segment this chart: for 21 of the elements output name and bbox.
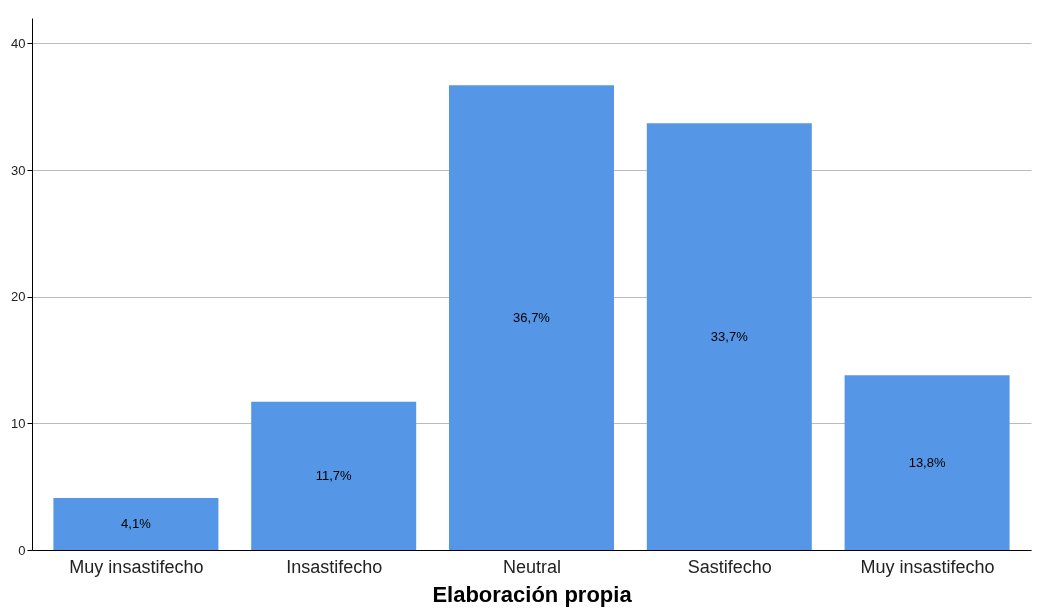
- x-tick-label: Sastifecho: [687, 556, 772, 577]
- y-tick-label: 40: [11, 35, 26, 51]
- x-tick-label: Muy insastifecho: [69, 556, 204, 577]
- x-axis-title: Elaboración propia: [432, 581, 633, 607]
- bar: [53, 498, 219, 550]
- data-label: 13,8%: [908, 454, 946, 470]
- y-tick-label: 20: [11, 289, 26, 305]
- y-tick-label: 0: [18, 542, 26, 558]
- data-label: 11,7%: [315, 467, 353, 483]
- bar: [449, 85, 614, 550]
- data-label: 33,7%: [710, 328, 749, 344]
- y-tick-label: 10: [11, 415, 26, 431]
- bar: [844, 375, 1010, 550]
- bar: [251, 401, 417, 550]
- data-label: 4,1%: [121, 516, 152, 532]
- x-tick-label: Insastifecho: [286, 556, 383, 577]
- data-label: 36,7%: [513, 309, 551, 325]
- bar: [646, 123, 812, 550]
- x-tick-label: Muy insastifecho: [860, 556, 995, 577]
- y-tick-label: 30: [11, 162, 26, 178]
- x-tick-label: Neutral: [502, 556, 562, 577]
